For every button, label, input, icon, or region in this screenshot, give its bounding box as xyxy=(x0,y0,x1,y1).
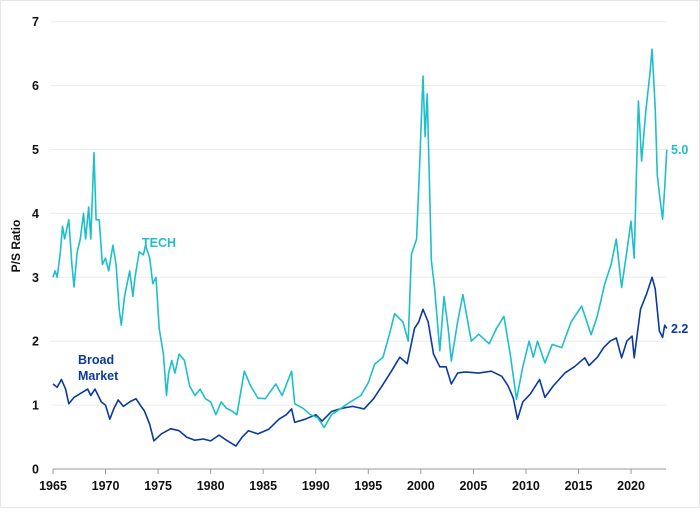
y-tick-label: 1 xyxy=(32,399,39,413)
y-tick-label: 0 xyxy=(32,463,39,477)
y-tick-label: 5 xyxy=(32,143,39,157)
y-tick-label: 2 xyxy=(32,335,39,349)
y-tick-label: 6 xyxy=(32,79,39,93)
x-tick-label: 2010 xyxy=(512,479,540,493)
x-tick-label: 1990 xyxy=(302,479,330,493)
y-tick-label: 7 xyxy=(32,15,39,29)
x-tick-label: 1975 xyxy=(144,479,172,493)
x-tick-label: 2015 xyxy=(565,479,593,493)
x-tick-label: 1985 xyxy=(249,479,277,493)
broad-market-annotation: Broad Market xyxy=(78,353,119,383)
series-line-tech xyxy=(52,48,668,429)
x-tick-label: 2020 xyxy=(617,479,645,493)
tech-annotation: TECH xyxy=(142,236,176,250)
series-line-broad-market xyxy=(52,276,668,447)
x-tick-label: 1970 xyxy=(92,479,120,493)
x-tick-label: 1980 xyxy=(197,479,225,493)
x-axis: 1965 1970 1975 1980 1985 1990 1995 2000 2005 2010… xyxy=(39,469,645,493)
end-value-label: 2.2 xyxy=(671,322,688,336)
broad-market-annotation-line: Market xyxy=(78,369,119,383)
broad-market-annotation-line: Broad xyxy=(78,353,114,367)
end-value-label: 5.0 xyxy=(671,143,688,157)
y-axis-label: P/S Ratio xyxy=(9,220,23,273)
x-tick-label: 2000 xyxy=(407,479,435,493)
y-tick-label: 4 xyxy=(32,207,39,221)
y-axis: 0 1 2 3 4 5 6 7 xyxy=(32,15,39,476)
x-tick-label: 1995 xyxy=(354,479,382,493)
x-tick-label: 1965 xyxy=(39,479,67,493)
series-lines xyxy=(52,48,668,447)
gridlines xyxy=(51,21,666,406)
y-tick-label: 3 xyxy=(32,271,39,285)
x-tick-label: 2005 xyxy=(459,479,487,493)
